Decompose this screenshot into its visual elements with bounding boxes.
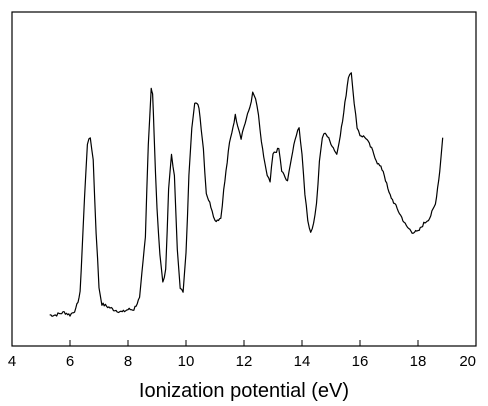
x-tick-label: 8 xyxy=(124,353,132,370)
x-tick-label: 20 xyxy=(459,353,476,370)
x-ticks xyxy=(11,340,477,346)
x-tick-label: 14 xyxy=(294,353,311,370)
x-tick-label: 4 xyxy=(8,353,16,370)
x-axis-title: Ionization potential (eV) xyxy=(139,380,349,402)
x-tick-labels: 4 6 8 10 12 14 16 18 20 xyxy=(8,353,476,370)
x-tick-label: 16 xyxy=(352,353,369,370)
x-tick-label: 18 xyxy=(410,353,427,370)
x-tick-label: 6 xyxy=(66,353,74,370)
x-tick-label: 10 xyxy=(178,353,195,370)
plot-frame xyxy=(11,11,477,347)
spectrum-line xyxy=(49,72,444,317)
x-tick-label: 12 xyxy=(236,353,253,370)
